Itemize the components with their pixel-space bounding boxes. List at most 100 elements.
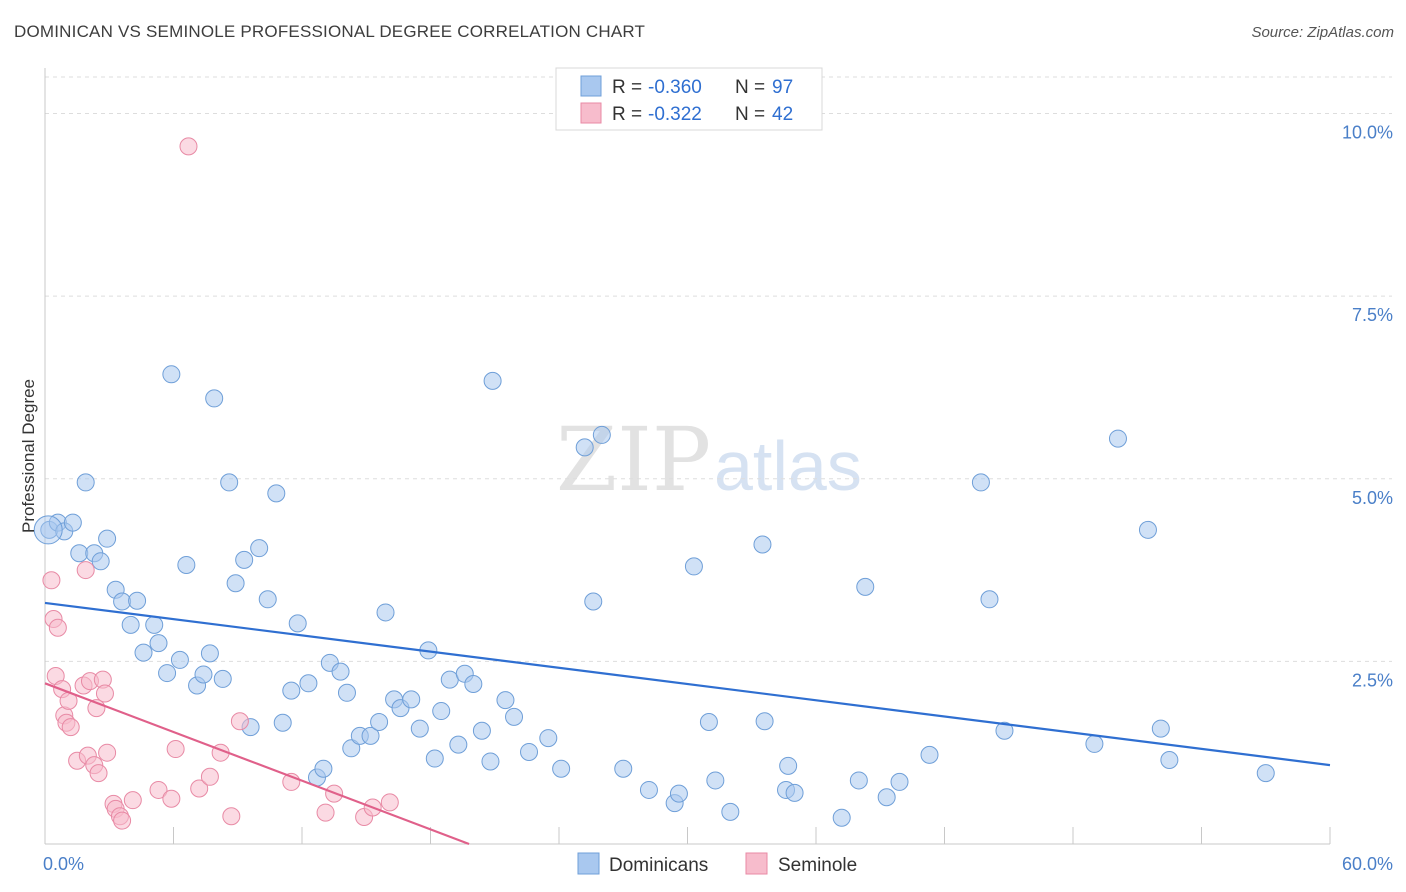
dominicans-point-44: [370, 713, 389, 732]
dominicans-point-30: [258, 590, 277, 609]
stats-seminole-swatch: [580, 102, 602, 124]
dominicans-point-4: [76, 473, 95, 492]
watermark-zip: ZIP: [556, 408, 711, 511]
dominicans-point-29: [250, 539, 269, 558]
dominicans-point-16: [158, 664, 177, 683]
dominicans-point-3: [63, 513, 82, 532]
seminole-point-32: [230, 712, 249, 731]
dominicans-point-63: [539, 729, 558, 748]
stats-n-label-1: N =: [735, 77, 765, 98]
dominicans-point-39: [331, 662, 350, 681]
seminole-point-39: [179, 137, 198, 156]
dominicans-point-24: [213, 669, 232, 688]
dominicans-points: [33, 365, 1275, 827]
watermark-atlas: atlas: [714, 427, 862, 505]
seminole-point-23: [113, 811, 132, 830]
seminole-point-38: [380, 793, 399, 812]
seminole-point-11: [76, 561, 95, 580]
dominicans-point-41: [342, 739, 361, 758]
dominicans-point-22: [200, 644, 219, 663]
seminole-point-19: [98, 743, 117, 762]
dominicans-point-13: [134, 643, 153, 662]
legend-seminole-label: Seminole: [778, 855, 857, 876]
dominicans-point-81: [832, 808, 851, 827]
y-tick-label-3: 10.0%: [1342, 123, 1393, 143]
dominicans-point-12: [128, 591, 147, 610]
y-axis-title: Professional Degree: [19, 379, 38, 533]
dominicans-point-85: [890, 772, 909, 791]
dominicans-point-79: [779, 756, 798, 775]
dominicans-point-67: [592, 425, 611, 444]
seminole-point-27: [166, 740, 185, 759]
dominicans-point-18: [162, 365, 181, 384]
seminole-point-28: [190, 779, 209, 798]
dominicans-point-43: [361, 726, 380, 745]
dominicans-point-95: [1256, 764, 1275, 783]
y-tick-label-2: 7.5%: [1352, 305, 1393, 325]
dominicans-point-93: [1151, 719, 1170, 738]
dominicans-point-58: [481, 752, 500, 771]
dominicans-point-37: [314, 759, 333, 778]
dominicans-point-84: [877, 788, 896, 807]
stats-legend: R = -0.360 N = 97 R = -0.322 N = 42: [555, 67, 823, 131]
dominicans-point-65: [575, 438, 594, 457]
series-legend: Dominicans Seminole: [577, 852, 857, 876]
dominicans-point-82: [849, 771, 868, 790]
y-tick-label-1: 5.0%: [1352, 488, 1393, 508]
dominicans-point-14: [145, 615, 164, 634]
dominicans-point-21: [194, 665, 213, 684]
dominicans-point-26: [226, 574, 245, 593]
dominicans-point-23: [205, 389, 224, 408]
dominicans-point-76: [753, 535, 772, 554]
seminole-trendline: [44, 682, 470, 846]
dominicans-point-77: [755, 712, 774, 731]
chart-title: DOMINICAN VS SEMINOLE PROFESSIONAL DEGRE…: [14, 22, 646, 41]
dominicans-point-57: [472, 721, 491, 740]
legend-dominicans-label: Dominicans: [609, 855, 708, 876]
stats-dominicans-swatch: [580, 75, 602, 97]
seminole-point-18: [95, 684, 114, 703]
stats-n-label-2: N =: [735, 104, 765, 125]
seminole-point-26: [162, 789, 181, 808]
dominicans-point-86: [920, 745, 939, 764]
dominicans-point-17: [170, 650, 189, 669]
dominicans-point-59: [483, 371, 502, 390]
dominicans-point-32: [273, 713, 292, 732]
dominicans-point-48: [402, 690, 421, 709]
dominicans-point-31: [267, 484, 286, 503]
dominicans-point-90: [1085, 734, 1104, 753]
tick-labels: 2.5% 5.0% 7.5% 10.0% 0.0% 60.0%: [43, 123, 1393, 874]
dominicans-point-89: [995, 721, 1014, 740]
legend-dominicans-swatch: [577, 852, 600, 875]
dominicans-point-75: [721, 802, 740, 821]
dominicans-point-45: [376, 603, 395, 622]
dominicans-point-34: [288, 614, 307, 633]
dominicans-point-69: [639, 780, 658, 799]
dominicans-point-52: [432, 702, 451, 721]
dominicans-point-74: [706, 771, 725, 790]
seminole-point-0: [42, 571, 61, 590]
stats-r-label-2: R =: [612, 104, 642, 125]
dominicans-point-11: [121, 615, 140, 634]
dominicans-point-33: [282, 681, 301, 700]
dominicans-point-53: [440, 670, 459, 689]
dominicans-point-72: [684, 557, 703, 576]
dominicans-point-10: [113, 592, 132, 611]
dominicans-point-68: [614, 759, 633, 778]
dominicans-point-94: [1160, 750, 1179, 769]
dominicans-point-51: [425, 749, 444, 768]
stats-n-value-2: 42: [772, 104, 793, 125]
dominicans-point-61: [505, 707, 524, 726]
dominicans-point-54: [449, 735, 468, 754]
dominicans-trendline: [44, 601, 1331, 767]
dominicans-point-87: [971, 473, 990, 492]
dominicans-point-8: [98, 529, 117, 548]
dominicans-point-91: [1108, 429, 1127, 448]
gridlines: [45, 76, 1392, 662]
seminole-point-29: [200, 767, 219, 786]
stats-r-value-2: -0.322: [648, 104, 702, 125]
x-tick-label-min: 0.0%: [43, 854, 84, 874]
legend-seminole-swatch: [745, 852, 768, 875]
seminole-point-25: [149, 780, 168, 799]
